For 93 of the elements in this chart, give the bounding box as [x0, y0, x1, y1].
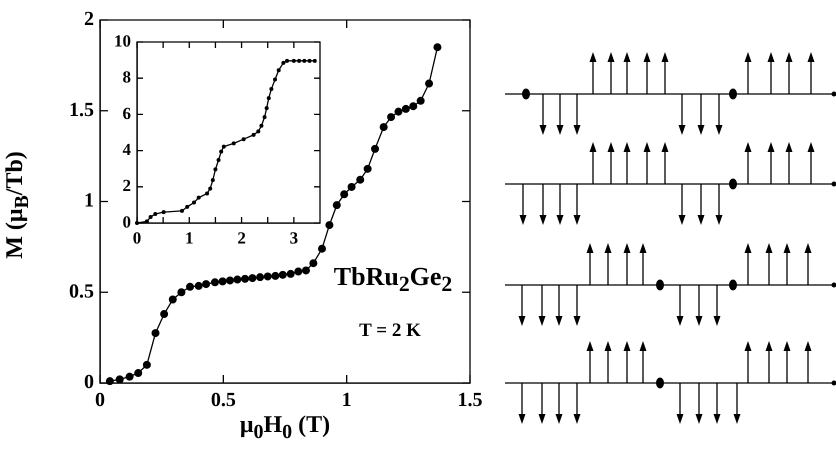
point — [266, 96, 271, 100]
point — [312, 58, 317, 63]
point — [208, 186, 212, 191]
x-tick-label: 1 — [342, 389, 352, 412]
x-tick-label: 3 — [290, 228, 298, 248]
point — [297, 58, 302, 63]
point — [340, 190, 348, 198]
point — [126, 372, 134, 381]
point — [116, 375, 124, 384]
y-tick-label: 8 — [122, 68, 131, 87]
point — [402, 104, 410, 113]
point — [371, 144, 380, 153]
y-tick-label: 1 — [84, 190, 94, 212]
x-axis-title: μ$_{0}$H$_{0}$ (T) — [240, 412, 330, 444]
point — [185, 204, 190, 209]
point — [380, 123, 388, 132]
point — [205, 191, 210, 196]
point — [210, 278, 219, 286]
point — [153, 212, 158, 216]
point — [168, 296, 177, 304]
point — [348, 182, 356, 191]
point — [202, 280, 210, 288]
point — [232, 141, 236, 146]
annotation: TbRu$_{2}$Ge$_{2}$ — [334, 262, 452, 298]
point — [286, 270, 295, 278]
x-tick-label: 0.5 — [210, 389, 236, 412]
point — [256, 273, 264, 282]
point — [219, 150, 224, 154]
point — [276, 68, 281, 72]
y-tick-label: 10 — [114, 31, 131, 50]
point — [196, 196, 201, 200]
point — [222, 144, 226, 149]
point — [252, 132, 256, 137]
point — [394, 108, 402, 116]
point — [218, 277, 227, 286]
point — [387, 113, 396, 122]
point — [271, 272, 280, 280]
y-tick-label: 0.5 — [69, 280, 94, 302]
point — [332, 201, 341, 210]
point — [318, 244, 326, 253]
point — [325, 221, 334, 230]
x-tick-label: 2 — [237, 228, 246, 248]
point — [242, 137, 246, 142]
point — [264, 106, 269, 110]
point — [213, 167, 218, 172]
point — [134, 369, 142, 378]
point — [281, 60, 286, 65]
x-tick-label: 1.5 — [458, 389, 482, 412]
point — [259, 124, 264, 128]
point — [148, 215, 153, 220]
point — [152, 329, 160, 338]
point — [142, 360, 151, 369]
point — [409, 102, 418, 110]
annotation: T = 2 K — [359, 320, 421, 342]
y-tick-label: 1.5 — [69, 98, 94, 121]
point — [433, 43, 442, 52]
point — [364, 164, 372, 173]
y-tick-label: 2 — [84, 8, 94, 30]
point — [278, 270, 287, 279]
y-tick-label: 0 — [84, 371, 94, 394]
point — [269, 87, 274, 92]
point — [262, 115, 267, 120]
point — [302, 266, 310, 274]
point — [416, 96, 425, 105]
point — [192, 200, 196, 205]
y-tick-label: 0 — [122, 212, 131, 232]
point — [194, 282, 203, 290]
point — [309, 259, 318, 268]
point — [186, 282, 194, 291]
point — [226, 276, 234, 284]
point — [248, 274, 256, 282]
point — [302, 58, 306, 63]
y-tick-label: 6 — [122, 104, 131, 123]
point — [256, 129, 260, 134]
point — [273, 77, 278, 82]
y-tick-label: 4 — [122, 140, 132, 159]
point — [285, 58, 290, 63]
point — [292, 58, 296, 63]
point — [308, 58, 312, 63]
point — [216, 158, 221, 162]
point — [241, 274, 250, 283]
point — [356, 176, 364, 184]
x-tick-label: 1 — [185, 228, 194, 248]
point — [425, 80, 434, 88]
point — [180, 208, 184, 213]
y-tick-label: 2 — [122, 176, 131, 196]
point — [264, 272, 272, 280]
point — [294, 268, 302, 276]
point — [160, 310, 168, 318]
point — [210, 178, 215, 182]
point — [233, 276, 242, 284]
point — [177, 288, 186, 296]
point — [162, 210, 166, 214]
